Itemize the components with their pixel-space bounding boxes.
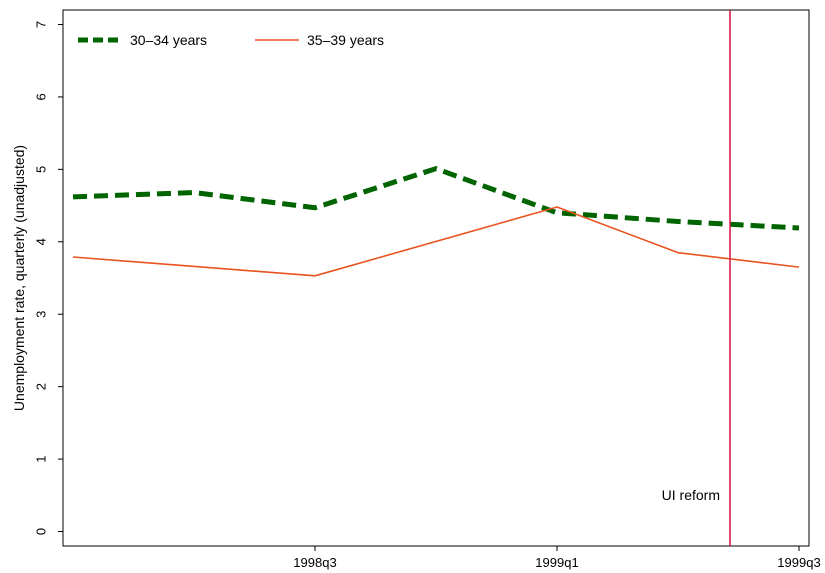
y-tick-label: 7	[34, 21, 49, 28]
annotation-layer: UI reform	[662, 10, 731, 546]
legend-label-1: 30–34 years	[130, 32, 207, 48]
y-tick-label: 4	[34, 238, 49, 245]
y-tick-label: 0	[34, 528, 49, 535]
y-tick-label: 2	[34, 383, 49, 390]
x-tick-label: 1999q1	[535, 555, 578, 570]
legend: 30–34 years 35–39 years	[78, 32, 384, 48]
y-tick-label: 5	[34, 166, 49, 173]
y-axis: 0 1 2 3 4 5 6 7	[34, 21, 63, 535]
y-axis-title: Unemployment rate, quarterly (unadjusted…	[11, 145, 27, 411]
reform-label: UI reform	[662, 487, 720, 503]
y-tick-label: 1	[34, 455, 49, 462]
x-tick-label: 1999q3	[777, 555, 820, 570]
series-line-1	[72, 166, 800, 231]
x-axis: 1998q3 1999q1 1999q3	[293, 546, 821, 570]
series-layer	[72, 166, 800, 277]
plot-frame	[62, 9, 810, 547]
y-tick-label: 6	[34, 93, 49, 100]
series-line-2	[72, 206, 800, 277]
legend-label-2: 35–39 years	[307, 32, 384, 48]
y-tick-label: 3	[34, 311, 49, 318]
x-tick-label: 1998q3	[293, 555, 336, 570]
